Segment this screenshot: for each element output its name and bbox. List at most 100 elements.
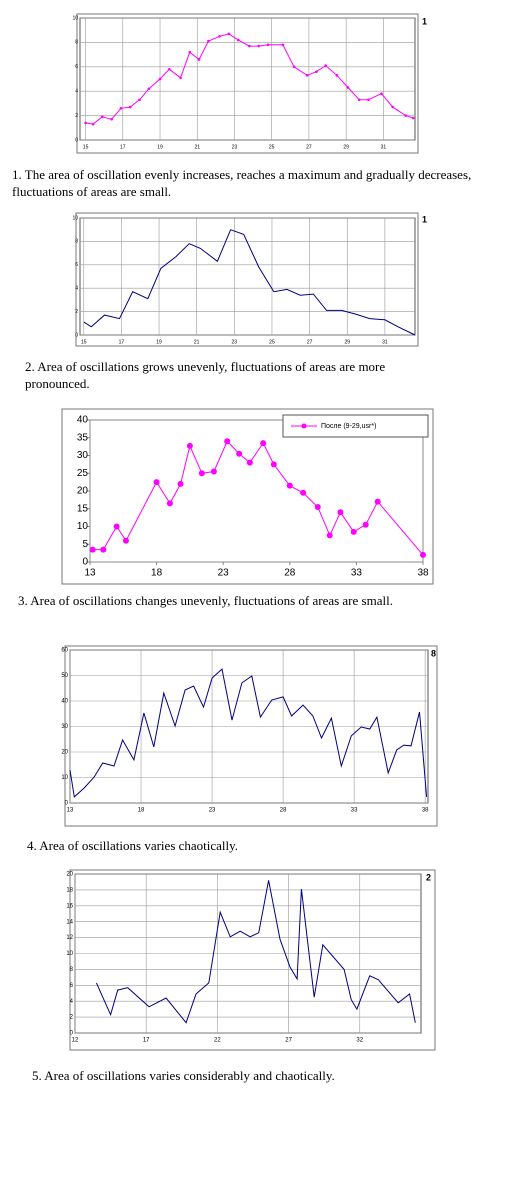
legend-box [282,414,429,438]
data-point [350,528,357,535]
data-line [83,229,416,336]
data-point [177,480,184,487]
data-point [227,32,231,36]
y-tick-label: 0 [75,332,78,338]
y-tick-label: 12 [66,935,73,941]
data-point [337,509,344,516]
y-tick-label: 0 [65,801,69,807]
data-point [374,498,381,505]
data-point [224,438,231,445]
x-tick-label: 25 [269,144,275,150]
corner-label: 8 [431,648,436,658]
data-point [236,450,243,457]
data-point [207,39,210,43]
data-point [119,106,123,110]
data-point [335,74,339,77]
data-point [89,546,96,553]
x-tick-label: 21 [194,144,200,150]
data-point [281,43,285,47]
data-point [380,92,383,95]
data-point [292,65,296,69]
x-tick-label: 32 [356,1038,363,1044]
x-tick-label: 25 [269,339,275,345]
x-tick-label: 23 [218,568,230,579]
y-tick-label: 10 [72,15,78,21]
caption: 3. Area of oscillations changes unevenly… [18,593,393,608]
y-tick-label: 4 [75,89,78,95]
data-point [346,86,350,89]
x-tick-label: 19 [156,339,162,345]
x-tick-label: 15 [83,144,89,150]
data-point [158,77,162,81]
x-tick-label: 27 [285,1038,292,1044]
x-tick-label: 17 [119,339,125,345]
y-tick-label: 35 [77,432,89,443]
y-tick-label: 10 [66,951,73,957]
y-tick-label: 18 [66,887,73,893]
data-point [110,117,113,121]
data-point [326,532,333,539]
data-point [362,521,369,528]
y-tick-label: 40 [61,699,68,705]
data-line [69,668,428,798]
y-tick-label: 2 [70,1015,74,1021]
y-tick-label: 20 [66,872,73,878]
y-tick-label: 6 [70,983,74,989]
x-tick-label: 13 [84,568,96,579]
x-tick-label: 23 [209,808,216,814]
data-point [168,67,171,71]
x-tick-label: 12 [72,1038,79,1044]
y-tick-label: 16 [66,903,73,909]
y-tick-label: 2 [75,309,78,315]
y-tick-label: 10 [61,775,68,781]
x-tick-label: 19 [157,144,163,150]
data-point [218,35,221,38]
y-tick-label: 25 [77,468,89,479]
y-tick-label: 10 [72,215,78,221]
y-tick-label: 0 [82,557,88,568]
y-tick-label: 4 [70,999,74,1005]
y-tick-label: 8 [70,967,74,973]
y-tick-label: 20 [61,750,68,756]
data-point [198,470,205,477]
legend-label: После (9-29,usr*) [321,423,376,430]
x-tick-label: 31 [381,144,387,150]
data-line [95,880,416,1024]
data-point [153,479,160,486]
y-tick-label: 0 [75,137,78,143]
data-point [314,503,321,510]
data-point [84,121,87,125]
y-tick-label: 60 [61,648,68,654]
data-point [286,482,293,489]
x-tick-label: 23 [232,144,238,150]
x-tick-label: 17 [120,144,126,150]
data-point [113,523,120,530]
data-point [210,468,217,475]
data-point [270,461,277,468]
x-tick-label: 33 [351,808,358,814]
data-point [100,546,107,553]
x-tick-label: 27 [307,339,313,345]
data-point [391,105,394,109]
x-tick-label: 28 [284,568,296,579]
corner-label: 2 [426,872,431,882]
data-point [260,440,267,447]
data-point [147,87,151,91]
x-tick-label: 38 [417,568,429,579]
y-tick-label: 10 [77,521,89,532]
y-tick-label: 4 [75,286,78,292]
x-tick-label: 33 [351,568,363,579]
data-point [305,74,309,77]
data-point [324,64,327,67]
data-point [179,76,182,80]
corner-label: 1 [422,16,427,26]
caption: 1. The area of oscillation evenly increa… [12,167,472,199]
x-tick-label: 15 [81,339,87,345]
x-tick-label: 17 [143,1038,150,1044]
data-point [357,98,361,102]
data-point [197,58,201,61]
data-point [404,114,407,117]
y-tick-label: 50 [61,673,68,679]
